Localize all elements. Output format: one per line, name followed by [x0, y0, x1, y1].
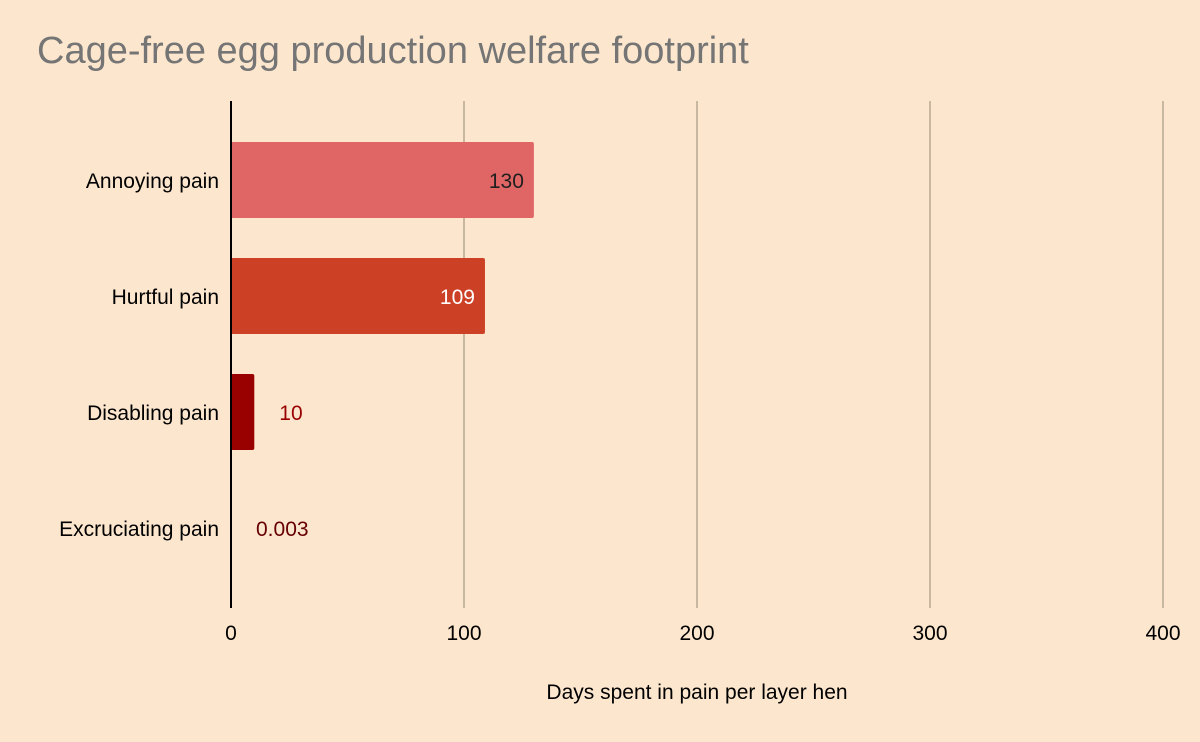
category-label: Disabling pain: [87, 402, 219, 425]
category-label: Excruciating pain: [59, 518, 219, 541]
bar-annoying-pain: [231, 142, 534, 218]
labels: 0 100 200 300 400 Annoying pain 130 Hurtful pai…: [59, 170, 1180, 645]
chart-title: Cage-free egg production welfare footpri…: [37, 30, 749, 72]
x-axis-title: Days spent in pain per layer hen: [546, 681, 847, 704]
category-label: Hurtful pain: [112, 286, 219, 309]
data-label: 10: [279, 402, 302, 425]
bars: [231, 142, 534, 566]
data-label: 0.003: [256, 518, 309, 541]
x-tick-label: 0: [225, 622, 237, 645]
bar-hurtful-pain: [231, 258, 485, 334]
x-tick-label: 400: [1145, 622, 1180, 645]
data-label: 130: [489, 170, 524, 193]
x-tick-label: 100: [446, 622, 481, 645]
category-label: Annoying pain: [86, 170, 219, 193]
bar-disabling-pain: [231, 374, 255, 450]
x-tick-label: 300: [912, 622, 947, 645]
data-label: 109: [440, 286, 475, 309]
x-tick-label: 200: [679, 622, 714, 645]
gridlines: [463, 101, 1164, 608]
